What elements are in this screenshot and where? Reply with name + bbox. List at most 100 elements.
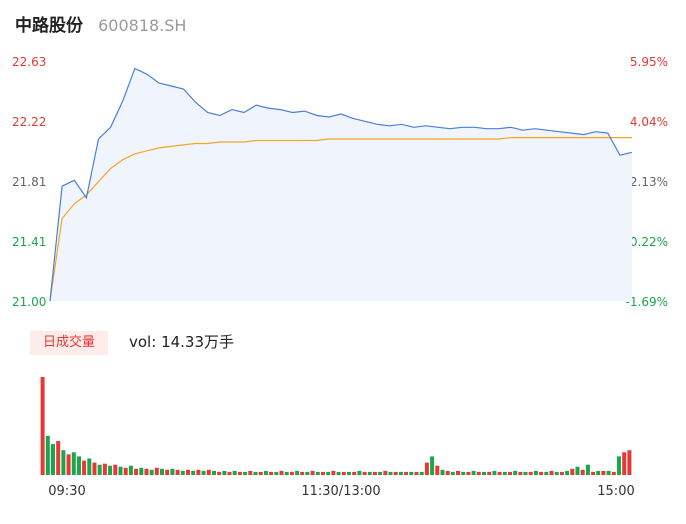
volume-bar <box>585 464 590 475</box>
x-axis-tick-label: 15:00 <box>597 484 634 499</box>
volume-bar <box>326 471 331 475</box>
volume-bar <box>492 470 497 475</box>
volume-bar <box>575 466 580 475</box>
volume-bar <box>170 468 175 475</box>
volume-bar <box>149 469 154 475</box>
volume-bar <box>82 460 87 475</box>
volume-bar <box>108 465 113 475</box>
volume-bar <box>508 471 512 475</box>
volume-bar <box>570 468 575 475</box>
x-axis-tick-label: 11:30/13:00 <box>301 484 380 499</box>
volume-bar <box>289 471 294 475</box>
volume-bar <box>554 471 559 475</box>
volume-bar <box>248 470 253 475</box>
stock-title: 中路股份 600818.SH <box>15 14 186 38</box>
volume-bar <box>196 469 201 475</box>
volume-bar <box>160 468 164 475</box>
volume-bar <box>102 463 107 475</box>
volume-bar <box>206 469 211 475</box>
volume-bar <box>305 471 310 475</box>
volume-bar <box>154 467 159 475</box>
volume-bar <box>606 470 611 475</box>
volume-bar <box>549 470 554 475</box>
volume-bar <box>622 452 627 475</box>
volume-bar <box>487 471 492 475</box>
volume-bar <box>227 471 232 475</box>
volume-bar <box>445 470 450 475</box>
volume-bar <box>471 470 476 475</box>
volume-bar <box>175 469 180 475</box>
volume-bar <box>347 471 351 475</box>
volume-bar <box>523 471 528 475</box>
volume-bar <box>502 471 507 475</box>
volume-value: 14.33万手 <box>161 333 235 351</box>
y-axis-right-label: -1.69% <box>626 295 668 309</box>
y-axis-left-label: 22.22 <box>12 115 46 129</box>
volume-bar <box>362 471 367 475</box>
volume-bar <box>284 471 289 475</box>
y-axis-right-label: 0.22% <box>630 235 668 249</box>
volume-bar <box>144 468 149 475</box>
volume-tab[interactable]: 日成交量 <box>30 331 108 355</box>
volume-bar <box>544 471 549 475</box>
volume-bar <box>51 444 55 475</box>
volume-bar <box>139 467 144 475</box>
volume-bar <box>263 470 268 475</box>
volume-bar <box>180 470 185 475</box>
volume-bar <box>128 465 133 475</box>
volume-bar <box>591 471 596 475</box>
volume-bar <box>461 471 466 475</box>
volume-bar <box>71 452 76 475</box>
volume-bar <box>134 468 139 475</box>
volume-bar <box>222 470 227 475</box>
volume-bar <box>352 471 357 475</box>
volume-bar <box>393 471 398 475</box>
y-axis-right-label: 5.95% <box>630 55 668 69</box>
volume-bar <box>113 464 118 475</box>
volume-bar <box>611 471 616 475</box>
volume-prefix: vol: <box>129 333 157 351</box>
volume-bar <box>404 471 409 475</box>
volume-bar <box>513 470 518 475</box>
volume-bar <box>341 471 346 475</box>
volume-bar <box>300 471 305 475</box>
volume-bar <box>336 471 341 475</box>
volume-bar <box>383 470 388 475</box>
volume-bar <box>87 458 92 475</box>
volume-bar <box>456 470 460 475</box>
volume-bar <box>186 469 190 475</box>
volume-bar <box>66 454 71 475</box>
volume-bar <box>424 462 429 475</box>
volume-bar <box>237 471 242 475</box>
volume-bar <box>539 471 544 475</box>
volume-bar <box>191 470 196 475</box>
volume-bar <box>201 470 206 475</box>
volume-bar <box>40 377 45 475</box>
volume-bar <box>232 470 237 475</box>
y-axis-right-label: 4.04% <box>630 115 668 129</box>
y-axis-left-label: 21.41 <box>12 235 46 249</box>
volume-bar <box>419 471 424 475</box>
volume-bar <box>580 469 585 475</box>
volume-bar <box>165 469 170 475</box>
volume-bar <box>482 471 486 475</box>
volume-bar <box>274 471 279 475</box>
volume-bar <box>617 456 621 475</box>
volume-bar <box>476 471 481 475</box>
volume-bar <box>378 471 383 475</box>
stock-code: 600818.SH <box>98 16 187 35</box>
volume-bar <box>409 471 414 475</box>
volume-bar <box>627 450 632 475</box>
volume-bar <box>435 465 440 475</box>
volume-readout: vol: 14.33万手 <box>129 331 234 353</box>
volume-bar <box>559 471 564 475</box>
volume-bar <box>243 471 248 475</box>
volume-bar <box>217 471 222 475</box>
y-axis-left-label: 22.63 <box>12 55 46 69</box>
volume-bar <box>269 471 274 475</box>
volume-bar <box>331 470 336 475</box>
volume-bar <box>253 471 258 475</box>
volume-bar <box>45 435 50 475</box>
volume-bar <box>367 471 372 475</box>
